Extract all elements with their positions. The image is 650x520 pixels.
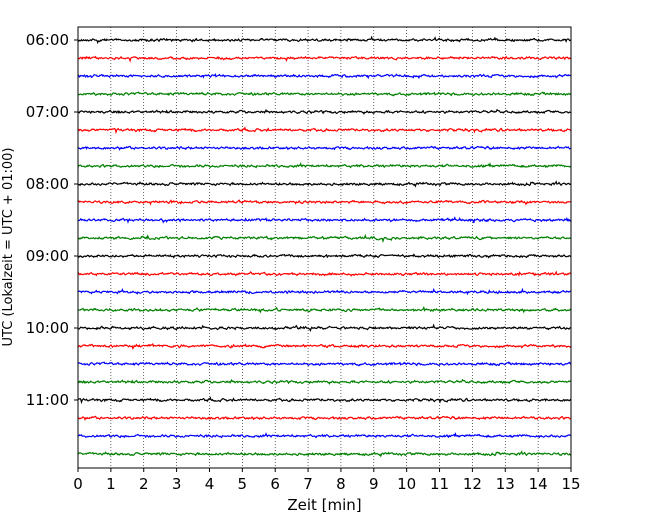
x-tick-label: 3 — [172, 475, 182, 493]
seismic-trace — [77, 378, 572, 386]
seismic-trace — [77, 287, 572, 296]
seismic-trace — [77, 342, 572, 351]
seismic-trace — [77, 35, 572, 45]
seismic-trace — [77, 161, 572, 169]
y-tick-label: 06:00 — [26, 31, 69, 49]
seismic-trace — [77, 323, 572, 333]
x-tick-label: 7 — [303, 475, 313, 493]
x-tick-label: 1 — [106, 475, 116, 493]
seismic-trace — [77, 126, 572, 135]
x-tick-label: 10 — [397, 475, 416, 493]
y-tick-label: 11:00 — [26, 391, 69, 409]
x-tick-label: 8 — [336, 475, 346, 493]
seismic-trace — [77, 108, 572, 116]
seismic-trace — [77, 305, 572, 314]
x-tick-label: 14 — [529, 475, 548, 493]
y-tick-label: 07:00 — [26, 103, 69, 121]
plot-border — [77, 26, 572, 469]
y-axis-label: UTC (Lokalzeit = UTC + 01:00) — [1, 148, 16, 347]
x-tick-label: 11 — [430, 475, 449, 493]
seismic-trace — [77, 396, 572, 405]
y-tick-label: 08:00 — [26, 175, 69, 193]
x-tick-label: 12 — [463, 475, 482, 493]
x-tick-label: 2 — [139, 475, 149, 493]
plot-frame — [77, 26, 572, 469]
y-tick-label: 09:00 — [26, 247, 69, 265]
seismic-trace — [77, 55, 572, 63]
x-tick-label: 6 — [270, 475, 280, 493]
seismic-trace — [77, 270, 572, 277]
x-axis-label: Zeit [min] — [287, 496, 361, 514]
seismic-trace — [77, 73, 572, 80]
x-tick-label: 4 — [205, 475, 215, 493]
x-tick-label: 5 — [238, 475, 248, 493]
y-axis-ticks: 06:00 07:00 08:00 09:00 10:00 11:00 — [26, 31, 78, 409]
x-tick-label: 0 — [73, 475, 83, 493]
seismic-trace — [77, 145, 572, 151]
y-tick-label: 10:00 — [26, 319, 69, 337]
seismic-trace — [77, 450, 572, 458]
seismic-trace — [77, 253, 572, 259]
x-tick-label: 9 — [369, 475, 379, 493]
seismic-trace — [77, 216, 572, 224]
x-axis-ticks: 0 1 2 3 4 5 6 7 8 9 10 11 12 13 14 15 — [73, 468, 581, 493]
seismic-trace — [77, 431, 572, 439]
x-tick-label: 15 — [561, 475, 580, 493]
trace-group — [77, 35, 572, 458]
seismic-trace — [77, 415, 572, 421]
x-tick-label: 13 — [496, 475, 515, 493]
seismic-trace — [77, 180, 572, 188]
seismic-trace — [77, 233, 572, 244]
seismic-trace — [77, 199, 572, 206]
seismic-trace — [77, 361, 572, 367]
seismic-trace — [77, 91, 572, 97]
